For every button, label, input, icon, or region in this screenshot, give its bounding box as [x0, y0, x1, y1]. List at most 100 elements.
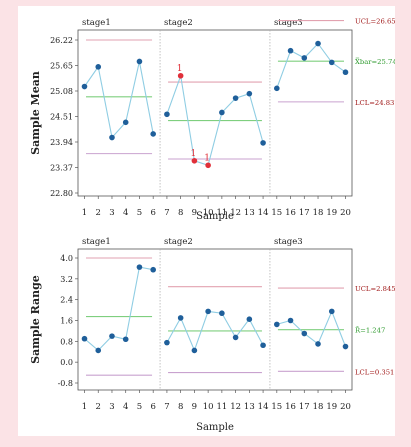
range-series-line	[166, 310, 264, 352]
range-data-point	[95, 347, 102, 354]
range-data-point	[232, 334, 239, 341]
range-x-axis-label: Sample	[196, 422, 234, 433]
mean-out-of-control-flag: 1	[177, 64, 183, 74]
range-x-tick-label: 6	[150, 402, 155, 412]
range-series-line	[84, 266, 154, 352]
mean-stage-label: stage2	[164, 18, 193, 28]
mean-x-tick-label: 2	[96, 208, 101, 218]
range-data-point	[177, 315, 184, 321]
range-data-point	[122, 336, 129, 343]
range-data-point	[219, 310, 225, 317]
mean-data-point	[301, 55, 308, 61]
mean-data-point	[274, 85, 280, 92]
mean-x-tick-label: 9	[192, 208, 197, 218]
mean-data-point	[164, 111, 170, 118]
mean-y-tick-label: 25.08	[50, 87, 73, 96]
mean-data-point	[122, 119, 129, 126]
range-x-tick-label: 10	[203, 402, 214, 412]
range-x-tick-label: 5	[137, 402, 142, 412]
mean-out-of-control-point	[191, 157, 198, 164]
range-x-tick-label: 11	[216, 402, 227, 412]
mean-data-point	[287, 47, 294, 54]
mean-x-tick-label: 17	[299, 208, 310, 218]
mean-x-tick-label: 13	[244, 208, 255, 218]
mean-data-point	[260, 140, 266, 146]
mean-data-point	[95, 64, 102, 70]
range-x-tick-label: 4	[123, 402, 128, 412]
range-x-tick-label: 9	[192, 402, 197, 412]
mean-data-point	[342, 69, 349, 76]
mean-x-tick-label: 1	[82, 208, 87, 218]
range-y-tick-label: 0.0	[60, 358, 73, 367]
mean-data-point	[328, 59, 335, 66]
mean-out-of-control-point	[205, 162, 211, 169]
range-x-tick-label: 18	[313, 402, 324, 412]
range-data-point	[301, 330, 308, 337]
mean-data-point	[232, 95, 239, 101]
mean-x-tick-label: 4	[123, 208, 128, 218]
range-center-label: R̄=1.247	[355, 325, 385, 334]
mean-x-tick-label: 10	[203, 208, 214, 218]
mean-x-tick-label: 11	[216, 208, 227, 218]
mean-data-point	[315, 40, 321, 47]
range-data-point	[260, 342, 266, 349]
range-y-axis-label: Sample Range	[29, 275, 42, 364]
mean-y-axis-label: Sample Mean	[29, 71, 42, 155]
range-data-point	[274, 321, 280, 328]
mean-data-point	[81, 83, 88, 90]
range-data-point	[287, 317, 294, 324]
range-data-point	[164, 339, 170, 346]
mean-x-tick-label: 16	[285, 208, 296, 218]
range-data-point	[109, 333, 115, 339]
range-x-tick-label: 20	[340, 402, 351, 412]
mean-data-point	[219, 109, 225, 116]
mean-out-of-control-flag: 1	[204, 153, 210, 163]
mean-data-point	[109, 134, 115, 141]
mean-series-line	[276, 42, 346, 89]
range-x-tick-label: 1	[82, 402, 87, 412]
mean-y-tick-label: 24.51	[50, 113, 73, 122]
mean-y-tick-label: 23.37	[50, 164, 73, 173]
range-stage-label: stage3	[274, 237, 303, 247]
range-data-point	[246, 316, 253, 322]
mean-out-of-control-point	[177, 72, 184, 79]
range-data-point	[328, 308, 335, 315]
mean-data-point	[136, 58, 143, 65]
range-x-tick-label: 8	[178, 402, 183, 412]
mean-x-axis-label: Sample	[196, 211, 234, 222]
mean-x-tick-label: 15	[271, 208, 282, 218]
range-data-point	[205, 308, 211, 315]
range-x-tick-label: 2	[96, 402, 101, 412]
mean-data-point	[150, 131, 156, 137]
range-data-point	[136, 264, 143, 270]
range-x-tick-label: 13	[244, 402, 255, 412]
control-chart-panel: stage1 stage2 stage3 26.22 25.65 25.08 24.51 23…	[18, 6, 401, 436]
range-y-tick-label: 3.2	[60, 275, 73, 284]
mean-x-tick-label: 14	[258, 208, 269, 218]
range-data-point	[315, 341, 321, 347]
range-x-tick-label: 3	[109, 402, 114, 412]
range-plot-frame	[77, 248, 353, 391]
mean-x-tick-label: 18	[313, 208, 324, 218]
range-data-point	[342, 343, 349, 350]
mean-y-tick-label: 26.22	[50, 36, 73, 45]
range-y-tick-label: 4.0	[60, 254, 73, 263]
mean-out-of-control-flag: 1	[191, 149, 197, 159]
mean-x-tick-label: 6	[150, 208, 155, 218]
mean-x-tick-label: 19	[326, 208, 337, 218]
range-stage-label: stage2	[164, 237, 193, 247]
range-y-tick-label: 0.8	[60, 337, 73, 346]
range-x-tick-label: 19	[326, 402, 337, 412]
range-data-point	[191, 347, 198, 354]
mean-plot-frame	[77, 29, 353, 197]
mean-y-tick-label: 25.65	[50, 62, 73, 71]
mean-series-line	[84, 61, 154, 139]
range-stage-label: stage1	[82, 237, 111, 247]
range-x-tick-label: 15	[271, 402, 282, 412]
mean-x-tick-label: 8	[178, 208, 183, 218]
control-charts: stage1 stage2 stage326.2225.6525.0824.5123…	[29, 18, 401, 433]
mean-y-tick-label: 23.94	[50, 138, 73, 147]
mean-x-tick-label: 12	[230, 208, 241, 218]
range-data-point	[150, 266, 156, 273]
range-data-point	[81, 335, 88, 342]
